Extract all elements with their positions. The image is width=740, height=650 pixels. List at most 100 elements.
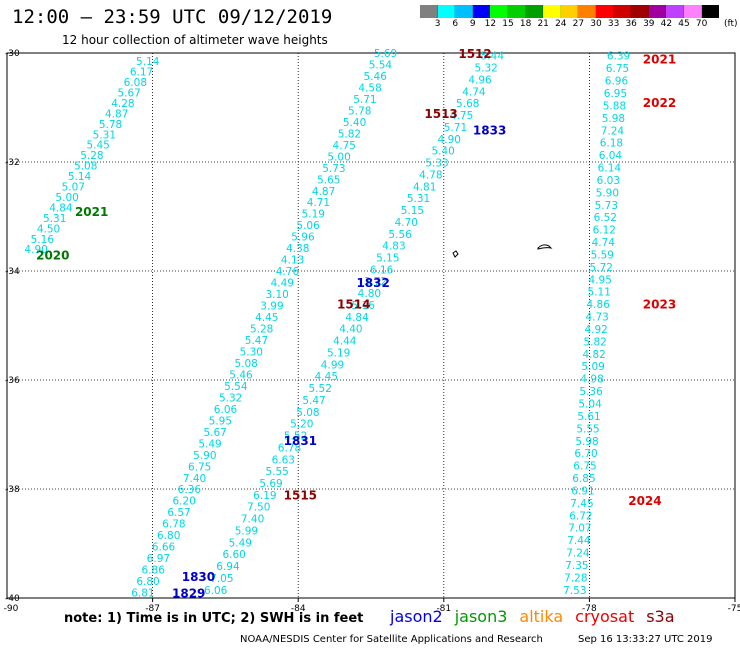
island-large xyxy=(537,244,553,250)
wave-height-value: 5.47 xyxy=(245,335,268,347)
wave-height-value: 7.45 xyxy=(570,498,593,510)
wave-height-value: 6.63 xyxy=(272,454,295,466)
lon-tick-label: -75 xyxy=(728,604,740,614)
wave-height-value: 5.46 xyxy=(364,71,388,83)
wave-height-value: 7.50 xyxy=(247,502,270,514)
wave-height-value: 5.06 xyxy=(296,220,320,232)
wave-height-value: 5.95 xyxy=(209,415,232,427)
lat-tick-label: -36 xyxy=(5,376,20,386)
wave-height-value: 4.86 xyxy=(587,299,611,311)
wave-height-value: 4.58 xyxy=(358,82,381,94)
wave-height-value: 5.04 xyxy=(578,399,602,411)
wave-height-value: 5.08 xyxy=(296,407,319,419)
wave-height-value: 6.72 xyxy=(569,510,592,522)
wave-height-value: 6.20 xyxy=(173,496,196,508)
map-frame xyxy=(6,52,736,599)
pass-label: 2021 xyxy=(643,52,676,66)
wave-height-value: 6.80 xyxy=(136,576,159,588)
wave-height-value: 5.20 xyxy=(290,419,313,431)
pass-label: 1512 xyxy=(458,47,491,61)
legend-label: 39 xyxy=(643,19,655,29)
wave-height-value: 5.16 xyxy=(31,234,55,246)
wave-height-value: 5.33 xyxy=(425,158,448,170)
wave-height-value: 5.71 xyxy=(353,94,376,106)
wave-height-value: 5.49 xyxy=(229,537,252,549)
wave-height-value: 5.56 xyxy=(388,229,412,241)
wave-height-value: 6.06 xyxy=(204,585,228,597)
wave-height-value: 5.31 xyxy=(43,213,66,225)
wave-height-value: 5.82 xyxy=(338,128,361,140)
pass-label: 1830 xyxy=(182,570,215,584)
wave-height-value: 5.99 xyxy=(235,525,258,537)
wave-height-value: 7.07 xyxy=(568,523,591,535)
pass-label: 1513 xyxy=(424,107,457,121)
wave-height-value: 4.87 xyxy=(312,186,335,198)
lon-tick-label: -81 xyxy=(436,604,451,614)
wave-height-value: 5.96 xyxy=(291,232,315,244)
track-b: 5.695.545.464.585.715.785.405.824.755.00… xyxy=(131,48,397,600)
wave-height-value: 5.31 xyxy=(407,193,430,205)
legend-label: 15 xyxy=(502,19,514,29)
wave-height-value: 6.03 xyxy=(597,175,620,187)
legend-swatch xyxy=(613,5,632,18)
wave-height-value: 6.12 xyxy=(593,225,616,237)
wave-height-value: 4.82 xyxy=(582,349,605,361)
wave-height-value: 6.86 xyxy=(142,565,166,577)
wave-height-value: 5.47 xyxy=(302,395,325,407)
wave-height-value: 6.70 xyxy=(574,448,597,460)
wave-height-value: 6.39 xyxy=(607,51,630,63)
wave-height-value: 4.99 xyxy=(321,359,344,371)
wave-height-value: 5.65 xyxy=(317,174,340,186)
wave-height-value: 6.80 xyxy=(157,530,180,542)
legend-swatch xyxy=(683,5,702,18)
legend-swatch xyxy=(525,5,544,18)
pass-label: 2020 xyxy=(36,249,69,263)
wave-height-value: 5.46 xyxy=(229,369,253,381)
wave-height-value: 3.99 xyxy=(260,301,283,313)
wave-height-value: 6.97 xyxy=(147,553,170,565)
wave-height-value: 5.73 xyxy=(322,163,345,175)
wave-height-value: 5.82 xyxy=(583,336,606,348)
wave-height-value: 5.52 xyxy=(284,431,307,443)
legend-swatches xyxy=(420,5,740,18)
map-grid xyxy=(7,53,735,598)
wave-height-value: 5.55 xyxy=(265,466,288,478)
legend-unit: (ft) xyxy=(724,19,738,29)
wave-height-value: 6.60 xyxy=(222,549,245,561)
wave-height-value: 4.74 xyxy=(462,86,486,98)
wave-height-value: 6.75 xyxy=(606,63,629,75)
wave-height-value: 4.76 xyxy=(276,266,300,278)
axis-ticks: -87 -84 -81 -78 -75 -90 -30 -32 -34 -36 -38 -40 xyxy=(4,49,740,614)
legend-label: 18 xyxy=(519,19,532,29)
wave-height-value: 5.73 xyxy=(595,200,618,212)
lat-tick-label: -38 xyxy=(5,485,20,495)
wave-height-value: 7.40 xyxy=(241,514,264,526)
map-border xyxy=(6,52,736,599)
wave-height-value: 6.81 xyxy=(131,588,154,600)
wave-height-value: 4.40 xyxy=(339,324,362,336)
wave-height-value: 5.11 xyxy=(588,287,611,299)
wave-height-value: 5.14 xyxy=(68,171,92,183)
wave-height-value: 5.36 xyxy=(579,386,603,398)
wave-height-value: 4.73 xyxy=(585,312,608,324)
altimeter-tracks: 5.146.176.085.674.284.875.785.315.455.28… xyxy=(24,48,630,600)
wave-height-value: 6.95 xyxy=(604,88,627,100)
wave-height-value: 6.17 xyxy=(130,67,153,79)
lat-tick-label: -32 xyxy=(5,158,20,168)
wave-height-value: 5.67 xyxy=(117,88,140,100)
wave-height-value: 3.10 xyxy=(265,289,288,301)
wave-height-value: 6.75 xyxy=(573,461,596,473)
footer-timestamp: Sep 16 13:33:27 UTC 2019 xyxy=(578,634,713,645)
wave-height-value: 4.71 xyxy=(307,197,330,209)
wave-height-value: 5.19 xyxy=(302,209,325,221)
wave-height-value: 6.08 xyxy=(124,77,147,89)
wave-height-value: 4.45 xyxy=(315,371,338,383)
pass-label: 1833 xyxy=(473,123,506,137)
legend-swatch xyxy=(701,5,720,18)
wave-height-value: 4.75 xyxy=(450,110,473,122)
footer-note: note: 1) Time is in UTC; 2) SWH is in fe… xyxy=(64,611,364,626)
wave-height-value: 6.85 xyxy=(572,473,595,485)
wave-height-value: 5.49 xyxy=(198,438,221,450)
wave-height-value: 5.28 xyxy=(250,324,273,336)
legend-label: 45 xyxy=(678,19,690,29)
